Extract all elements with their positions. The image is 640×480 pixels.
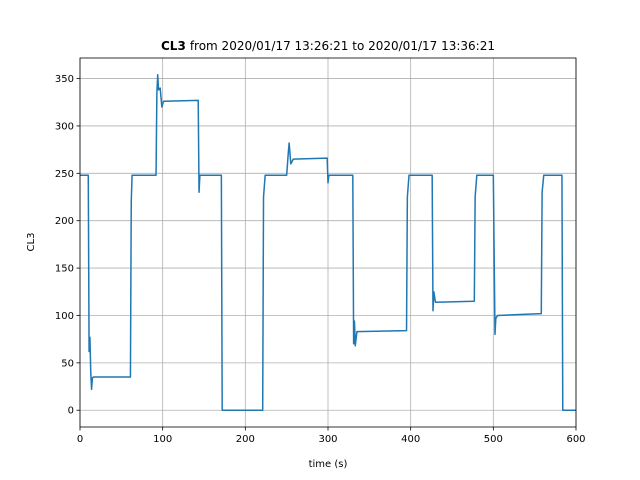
title-text: from 2020/01/17 13:26:21 to 2020/01/17 1… <box>190 39 495 53</box>
y-tick-label: 50 <box>61 358 74 369</box>
y-tick-label: 200 <box>55 216 74 227</box>
title-bold: CL3 <box>161 39 186 53</box>
x-tick-label: 0 <box>77 434 83 445</box>
y-tick-label: 350 <box>55 74 74 85</box>
x-tick-label: 100 <box>153 434 172 445</box>
y-tick-label: 300 <box>55 121 74 132</box>
y-tick-label: 250 <box>55 169 74 180</box>
data-line <box>80 74 576 411</box>
x-tick-label: 500 <box>484 434 503 445</box>
x-axis-label: time (s) <box>309 459 348 470</box>
y-axis-label: CL3 <box>26 233 37 252</box>
y-tick-label: 150 <box>55 264 74 275</box>
x-tick-label: 300 <box>318 434 337 445</box>
x-tick-label: 600 <box>566 434 585 445</box>
x-tick-label: 400 <box>401 434 420 445</box>
plot-frame <box>79 57 577 428</box>
x-tick-label: 200 <box>236 434 255 445</box>
chart-title: CL3 from 2020/01/17 13:26:21 to 2020/01/1… <box>161 39 495 53</box>
y-tick-label: 0 <box>68 406 74 417</box>
y-tick-label: 100 <box>55 311 74 322</box>
